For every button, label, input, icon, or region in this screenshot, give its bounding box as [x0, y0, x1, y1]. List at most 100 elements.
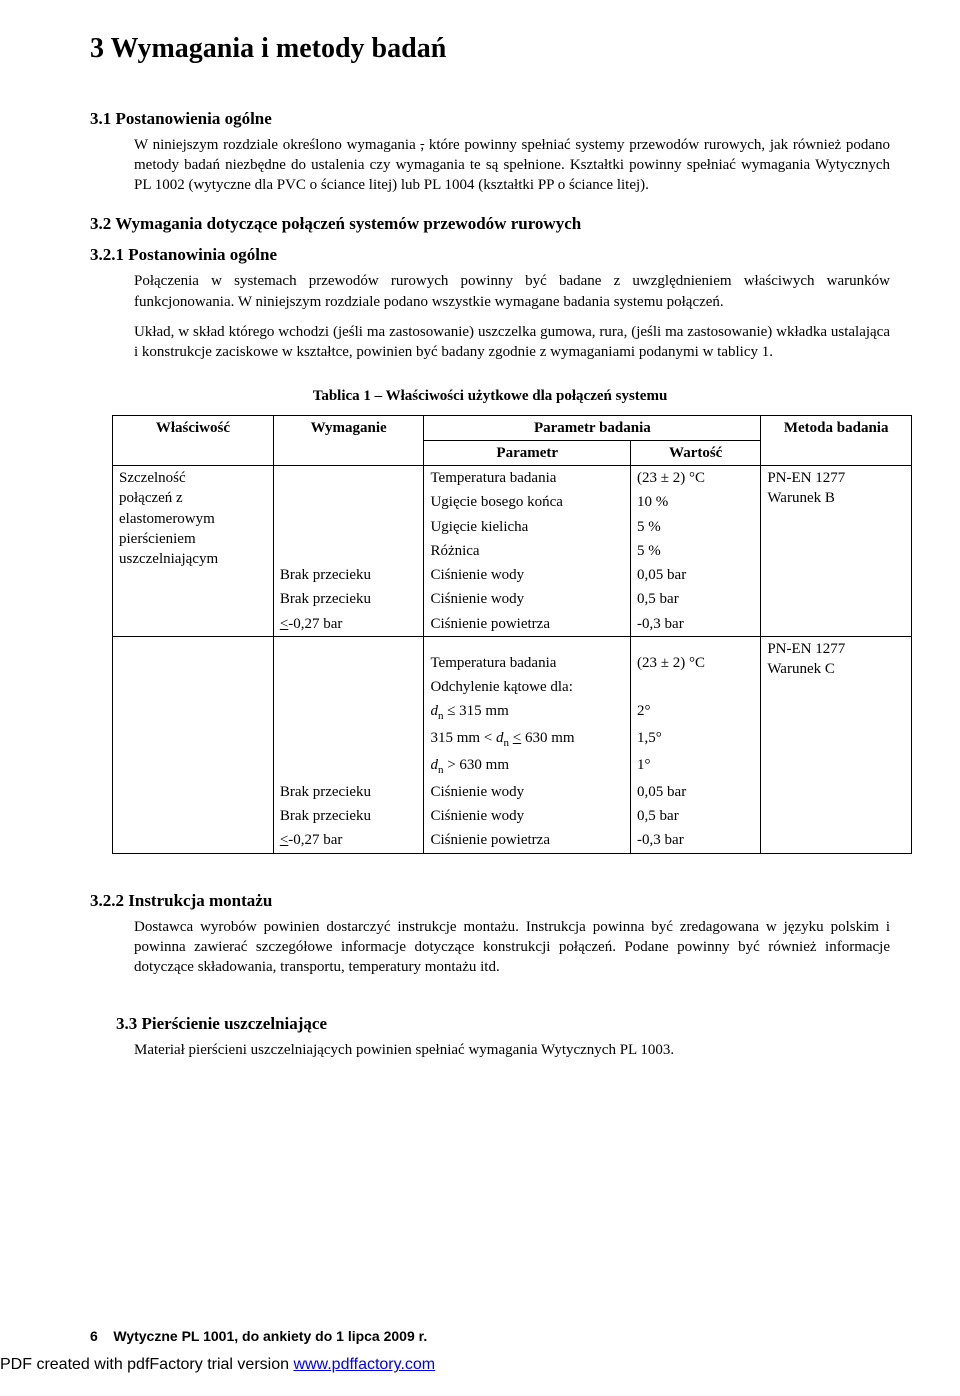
cell-empty: [424, 636, 631, 651]
th-parameter: Parametr: [424, 440, 631, 465]
text-line: pierścieniem: [119, 531, 196, 547]
cell-param: Ciśnienie wody: [424, 587, 631, 611]
pdf-link[interactable]: www.pdffactory.com: [293, 1356, 435, 1373]
text-span: W niniejszym rozdziale określono wymagan…: [134, 137, 420, 153]
cell-param: Ciśnienie wody: [424, 780, 631, 804]
cell-requirement: Brak przecieku: [273, 780, 424, 804]
text-line: elastomerowym: [119, 511, 215, 527]
cell-value: 10 %: [631, 490, 761, 514]
th-test-param: Parametr badania: [424, 415, 761, 440]
text-span: 315 mm <: [430, 730, 496, 746]
cell-requirement: [273, 675, 424, 699]
cell-requirement: <-0,27 bar: [273, 828, 424, 853]
cell-requirement: [273, 753, 424, 780]
th-requirement: Wymaganie: [273, 415, 424, 466]
text-line: Warunek B: [767, 490, 835, 506]
cell-requirement: <-0,27 bar: [273, 612, 424, 637]
cell-value: [631, 675, 761, 699]
section-3-1-heading: 3.1 Postanowienia ogólne: [90, 108, 890, 131]
section-3-1-body: W niniejszym rozdziale określono wymagan…: [134, 135, 890, 196]
cell-param: Ciśnienie wody: [424, 804, 631, 828]
section-3-2-1-p1: Połączenia w systemach przewodów rurowyc…: [134, 271, 890, 312]
text-span: ≤ 315 mm: [443, 703, 508, 719]
table-row: [113, 853, 912, 854]
cell-property-empty: [113, 636, 274, 853]
cell-param: Ugięcie bosego końca: [424, 490, 631, 514]
cell-value: 1°: [631, 753, 761, 780]
cell-param: Temperatura badania: [424, 466, 631, 491]
text-span: -0,27 bar: [288, 616, 342, 632]
cell-param: Odchylenie kątowe dla:: [424, 675, 631, 699]
cell-requirement: [273, 726, 424, 753]
text-span: -0,27 bar: [288, 832, 342, 848]
section-3-2-heading: 3.2 Wymagania dotyczące połączeń systemó…: [90, 213, 890, 236]
cell-param: Ciśnienie powietrza: [424, 828, 631, 853]
cell-param: 315 mm < dn < 630 mm: [424, 726, 631, 753]
th-value: Wartość: [631, 440, 761, 465]
cell-requirement: Brak przecieku: [273, 563, 424, 587]
cell-requirement: [273, 515, 424, 539]
text-line: Warunek C: [767, 661, 835, 677]
text-line: Szczelność: [119, 470, 186, 486]
footer-text: Wytyczne PL 1001, do ankiety do 1 lipca …: [113, 1328, 427, 1344]
cell-requirement: Brak przecieku: [273, 804, 424, 828]
text-span: <: [513, 730, 521, 746]
cell-empty: [631, 636, 761, 651]
cell-param: dn > 630 mm: [424, 753, 631, 780]
cell-requirement: [273, 490, 424, 514]
cell-method: PN-EN 1277 Warunek B: [761, 466, 912, 637]
section-3-3-body: Materiał pierścieni uszczelniających pow…: [134, 1040, 890, 1060]
cell-param: Ugięcie kielicha: [424, 515, 631, 539]
cell-value: 0,05 bar: [631, 780, 761, 804]
page-footer: 6 Wytyczne PL 1001, do ankiety do 1 lipc…: [90, 1327, 427, 1346]
cell-value: 1,5°: [631, 726, 761, 753]
cell-requirement: [273, 651, 424, 675]
pdf-text: PDF created with pdfFactory trial versio…: [0, 1356, 293, 1373]
text-line: uszczelniającym: [119, 551, 218, 567]
text-span: 630 mm: [521, 730, 574, 746]
cell-param: Różnica: [424, 539, 631, 563]
cell-param: Ciśnienie powietrza: [424, 612, 631, 637]
text-span: <: [280, 616, 288, 632]
cell-requirement: [273, 539, 424, 563]
cell-value: 0,5 bar: [631, 587, 761, 611]
cell-param: dn ≤ 315 mm: [424, 699, 631, 726]
text-span: d: [430, 757, 438, 773]
cell-param: Ciśnienie wody: [424, 563, 631, 587]
properties-table: Właściwość Wymaganie Parametr badania Me…: [112, 415, 912, 854]
cell-value: (23 ± 2) °C: [631, 651, 761, 675]
section-3-2-1-p2: Układ, w skład którego wchodzi (jeśli ma…: [134, 322, 890, 363]
cell-value: -0,3 bar: [631, 828, 761, 853]
text-span: <: [280, 832, 288, 848]
cell-value: 5 %: [631, 515, 761, 539]
cell-value: -0,3 bar: [631, 612, 761, 637]
table-caption: Tablica 1 – Właściwości użytkowe dla poł…: [90, 386, 890, 406]
text-line: PN-EN 1277: [767, 470, 845, 486]
text-span: > 630 mm: [443, 757, 509, 773]
table-header-row: Właściwość Wymaganie Parametr badania Me…: [113, 415, 912, 440]
section-3-2-1-heading: 3.2.1 Postanowinia ogólne: [90, 244, 890, 267]
cell-value: (23 ± 2) °C: [631, 466, 761, 491]
cell-property: Szczelność połączeń z elastomerowym pier…: [113, 466, 274, 637]
section-3-2-2-heading: 3.2.2 Instrukcja montażu: [90, 890, 890, 913]
section-3-3-heading: 3.3 Pierścienie uszczelniające: [116, 1013, 890, 1036]
text-line: połączeń z: [119, 490, 183, 506]
cell-param: Temperatura badania: [424, 651, 631, 675]
text-span: d: [430, 703, 438, 719]
page-title: 3 Wymagania i metody badań: [90, 30, 890, 68]
cell-requirement: Brak przecieku: [273, 587, 424, 611]
cell-empty: [273, 636, 424, 651]
pdf-watermark: PDF created with pdfFactory trial versio…: [0, 1354, 435, 1376]
cell-method: PN-EN 1277 Warunek C: [761, 636, 912, 853]
th-property: Właściwość: [113, 415, 274, 466]
table-bottom-border: [113, 853, 912, 854]
page-number: 6: [90, 1328, 98, 1344]
table-row: PN-EN 1277 Warunek C: [113, 636, 912, 651]
cell-value: 0,05 bar: [631, 563, 761, 587]
text-line: PN-EN 1277: [767, 641, 845, 657]
section-3-2-2-body: Dostawca wyrobów powinien dostarczyć ins…: [134, 917, 890, 978]
th-method: Metoda badania: [761, 415, 912, 466]
table-row: Szczelność połączeń z elastomerowym pier…: [113, 466, 912, 491]
cell-value: 2°: [631, 699, 761, 726]
cell-requirement: [273, 699, 424, 726]
